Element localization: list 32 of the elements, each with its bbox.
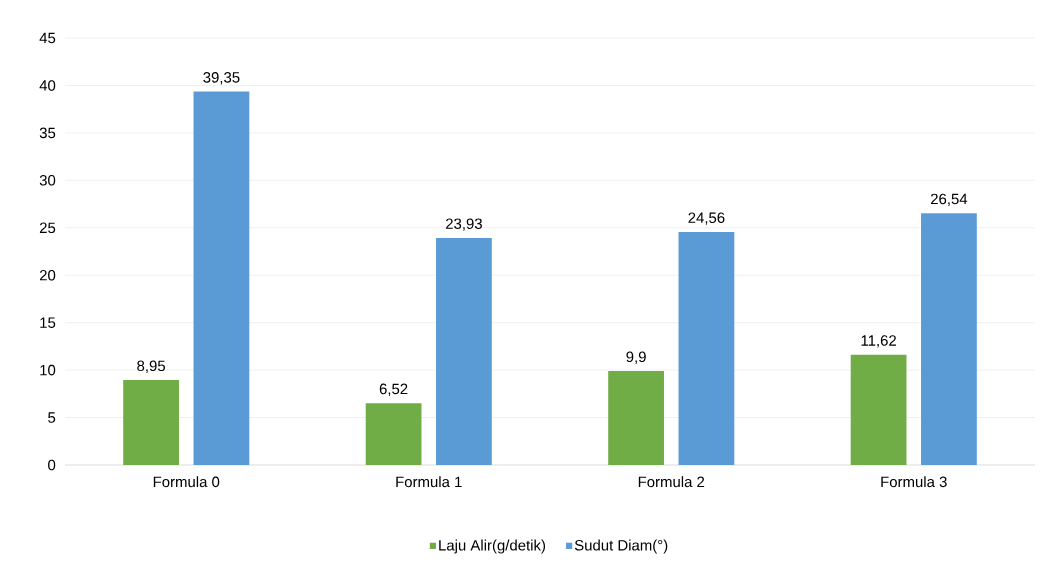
x-tick-label: Formula 1 <box>396 476 462 488</box>
y-tick-label: 15 <box>40 317 56 328</box>
bar <box>123 380 179 465</box>
y-tick-label: 35 <box>39 127 56 139</box>
data-label: 26,54 <box>930 193 968 206</box>
legend-label: Laju Alir(g/detik) <box>439 539 546 554</box>
y-tick-label: 0 <box>48 459 56 471</box>
bar <box>678 231 735 465</box>
bar <box>850 354 907 465</box>
data-label: 6,52 <box>379 383 408 396</box>
y-tick-label: 20 <box>39 269 56 281</box>
x-tick-label: Formula 0 <box>153 476 220 488</box>
legend-label: Sudut Diam(°) <box>574 539 668 554</box>
bar <box>608 371 664 465</box>
data-label: 11,62 <box>861 335 896 348</box>
data-label: 39,35 <box>203 72 240 85</box>
bar <box>436 237 492 465</box>
y-tick-label: 25 <box>39 222 56 234</box>
y-tick-label: 30 <box>39 175 56 186</box>
data-label: 9,9 <box>626 351 646 364</box>
y-tick-label: 40 <box>39 80 56 91</box>
y-tick-label: 45 <box>39 32 56 44</box>
x-tick-label: Formula 3 <box>881 476 947 488</box>
y-tick-label: 5 <box>48 412 56 423</box>
x-tick-label: Formula 2 <box>638 476 705 488</box>
bar <box>365 403 422 465</box>
bar <box>193 91 250 465</box>
data-label: 24,56 <box>688 212 725 225</box>
bar <box>921 213 977 465</box>
y-tick-label: 10 <box>40 364 56 376</box>
data-label: 8,95 <box>137 360 165 373</box>
data-label: 23,93 <box>445 218 482 231</box>
